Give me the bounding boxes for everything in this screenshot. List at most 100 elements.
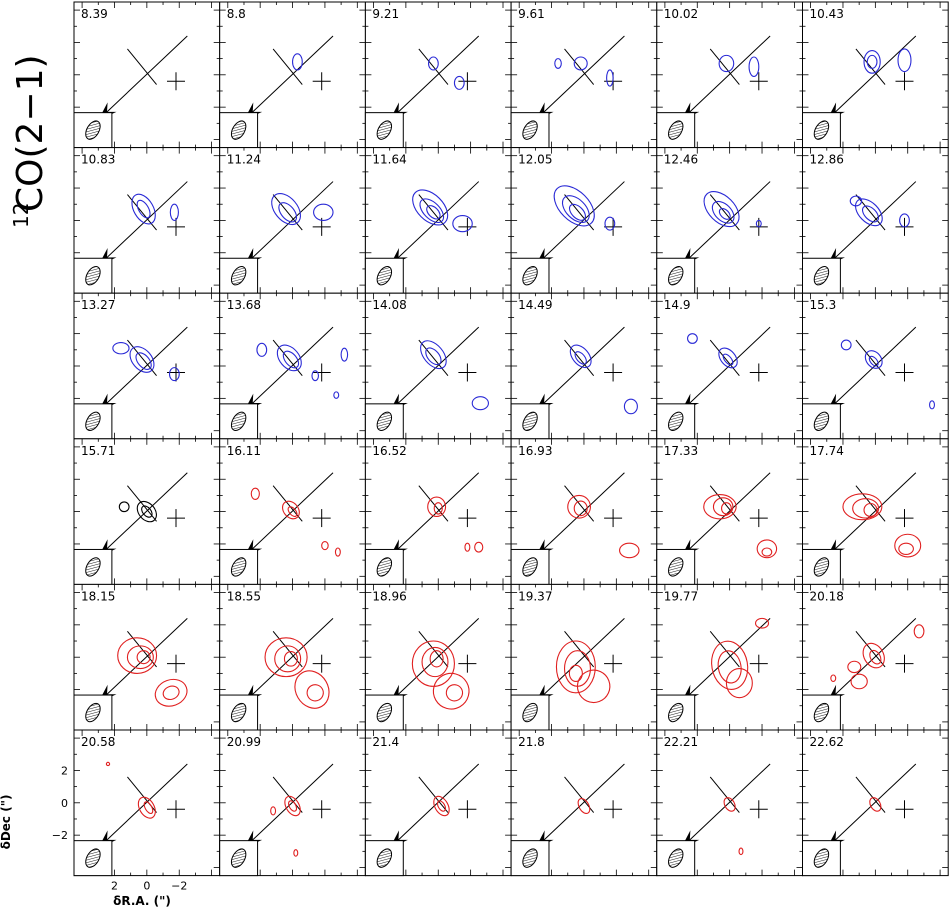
emission-contour — [718, 347, 738, 369]
beam-ellipse — [813, 848, 830, 868]
channel-panel: 22.21 — [656, 729, 803, 877]
emission-contour — [105, 761, 111, 767]
channel-panel: 21.8 — [510, 729, 658, 877]
emission-contour — [561, 195, 590, 223]
velocity-label: 11.64 — [372, 153, 406, 167]
outflow-arrow-line — [535, 472, 625, 558]
emission-contour — [419, 198, 445, 224]
x-tick-label: 0 — [143, 880, 150, 893]
emission-contour — [321, 540, 329, 551]
outflow-arrow-line — [97, 618, 188, 703]
emission-contour — [333, 391, 340, 399]
emission-contour — [554, 58, 562, 69]
beam-ellipse — [230, 702, 247, 723]
velocity-label: 18.96 — [372, 589, 406, 603]
emission-contour — [287, 506, 298, 517]
beam-ellipse — [522, 411, 538, 431]
outflow-arrow-line — [97, 472, 188, 558]
velocity-label: 21.8 — [518, 735, 545, 749]
beam-ellipse — [668, 557, 684, 577]
emission-contour — [129, 346, 155, 373]
emission-contour — [427, 496, 447, 518]
emission-contour — [131, 193, 156, 225]
emission-contour — [847, 660, 862, 674]
outflow-arrow-line — [389, 618, 480, 703]
velocity-label: 15.3 — [810, 298, 837, 312]
channel-panel: 13.27 — [73, 292, 221, 440]
emission-contour — [429, 650, 444, 668]
orientation-bar — [709, 776, 740, 813]
emission-contour — [712, 497, 734, 517]
outflow-arrow-line — [535, 326, 625, 412]
velocity-label: 14.49 — [518, 298, 552, 312]
emission-contour — [432, 672, 470, 710]
velocity-label: 16.52 — [372, 444, 406, 458]
channel-panel: 10.02 — [656, 1, 803, 149]
velocity-label: 20.18 — [810, 589, 844, 603]
channel-panel: 14.9 — [656, 292, 803, 440]
emission-contour — [292, 53, 303, 71]
emission-contour — [577, 798, 591, 815]
beam-ellipse — [230, 266, 247, 286]
channel-panel: 8.8 — [219, 1, 366, 149]
velocity-label: 9.61 — [518, 7, 545, 21]
orientation-bar — [709, 339, 740, 377]
emission-contour — [135, 352, 152, 370]
title-base: CO(2−1) — [10, 54, 51, 212]
emission-contour — [427, 56, 439, 71]
emission-contour — [761, 547, 773, 557]
emission-contour — [606, 69, 614, 87]
velocity-label: 10.83 — [81, 153, 115, 167]
emission-contour — [864, 350, 883, 369]
beam-ellipse — [813, 120, 830, 140]
emission-contour — [270, 806, 277, 816]
emission-contour — [293, 849, 299, 857]
outflow-arrow-line — [680, 35, 771, 121]
emission-contour — [840, 339, 852, 351]
outflow-arrow-line — [243, 618, 334, 703]
emission-contour — [136, 500, 157, 523]
outflow-arrow-line — [535, 181, 625, 267]
emission-contour — [112, 341, 130, 355]
channel-panel: 18.15 — [73, 583, 221, 731]
outflow-arrow-line — [97, 181, 188, 267]
orientation-bar — [418, 339, 449, 377]
y-tick-label: −2 — [52, 829, 68, 842]
emission-contour — [718, 207, 731, 220]
beam-ellipse — [668, 266, 684, 286]
velocity-label: 9.21 — [372, 7, 399, 21]
velocity-label: 12.46 — [664, 153, 698, 167]
velocity-label: 19.37 — [518, 589, 552, 603]
beam-ellipse — [668, 120, 684, 140]
channel-panel: 20.18 — [802, 583, 949, 731]
emission-contour — [567, 494, 591, 519]
beam-ellipse — [668, 848, 684, 868]
beam-ellipse — [522, 266, 538, 286]
emission-contour — [169, 203, 179, 221]
velocity-label: 8.39 — [81, 7, 108, 21]
velocity-label: 12.05 — [518, 153, 552, 167]
emission-contour — [849, 195, 863, 207]
channel-panel: 9.21 — [364, 1, 512, 149]
x-tick-label: 2 — [111, 880, 118, 893]
orientation-bar — [564, 339, 595, 377]
y-tick-label: 0 — [61, 797, 68, 810]
emission-contour — [420, 340, 447, 370]
velocity-label: 20.58 — [81, 735, 115, 749]
beam-ellipse — [813, 266, 830, 286]
emission-contour — [573, 500, 588, 517]
emission-contour — [898, 542, 914, 556]
emission-contour — [426, 205, 441, 220]
emission-contour — [313, 203, 334, 221]
emission-contour — [863, 49, 881, 74]
emission-contour — [869, 649, 882, 665]
emission-contour — [452, 214, 473, 233]
channel-panel: 18.96 — [364, 583, 512, 731]
emission-contour — [141, 505, 153, 518]
beam-box — [73, 548, 113, 585]
emission-contour — [154, 678, 188, 707]
outflow-arrow-line — [826, 472, 917, 558]
orientation-bar — [855, 48, 886, 85]
channel-panel: 20.99 — [219, 729, 366, 877]
outflow-arrow-line — [389, 326, 480, 412]
